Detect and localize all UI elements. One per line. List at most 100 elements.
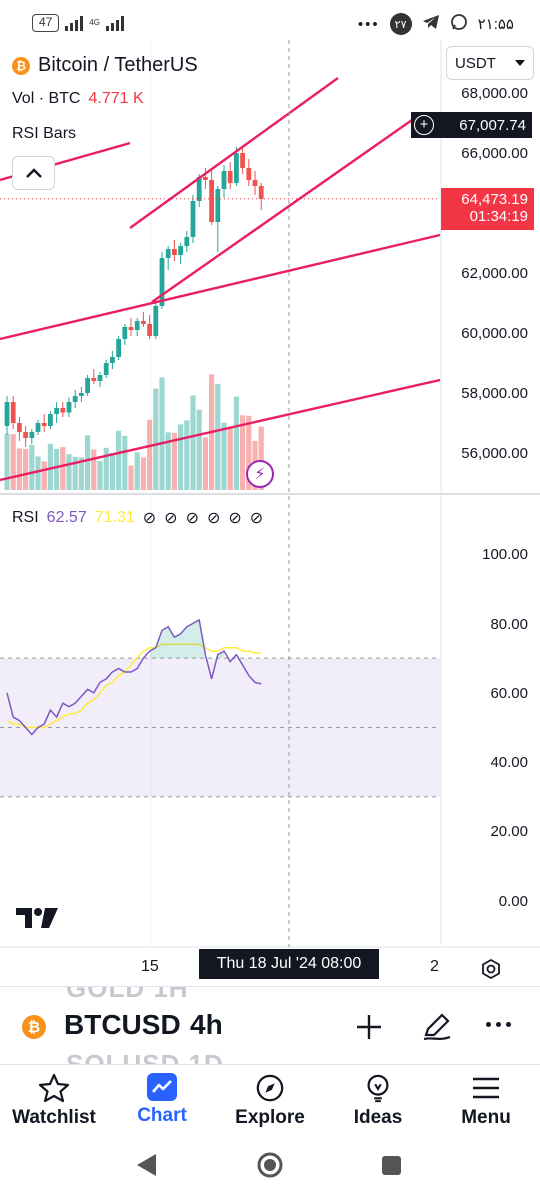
candle-body [209,180,214,222]
symbol-bar[interactable]: GOLD 1H ₿ BTCUSD 4h SOLUSD 1D [0,986,540,1064]
rsi-line [6,618,262,736]
candle-body [54,408,59,414]
rsi-scale-label: 80.00 [490,616,528,633]
candle-body [234,153,239,183]
volume-bar [109,452,115,490]
volume-bar [165,432,171,490]
candle-body [184,237,190,246]
clock-time: ۲۱:۵۵ [477,16,514,33]
add-indicator-button[interactable] [353,1011,385,1048]
volume-bar [153,388,159,490]
nav-explore[interactable]: Explore [216,1065,324,1140]
nav-ideas[interactable]: Ideas [324,1065,432,1140]
drawing-tools-button[interactable] [420,1009,454,1048]
nav-watchlist[interactable]: Watchlist [0,1065,108,1140]
price-scale-label: 62,000.00 [461,265,528,282]
chart-legend-title[interactable]: ₿ Bitcoin / TetherUS [12,54,198,77]
bitcoin-symbol-icon: ₿ [22,1015,46,1039]
volume-bar [41,461,47,490]
trendline [151,119,413,303]
collapse-legend-button[interactable] [12,156,55,190]
whatsapp-icon [450,13,468,35]
volume-bar [97,460,103,490]
chart-icon [147,1073,177,1101]
bitcoin-icon: ₿ [12,56,30,75]
candle-body [35,423,41,432]
volume-legend[interactable]: Vol · BTC 4.771 K [12,90,144,108]
volume-bar [78,457,84,490]
volume-bar [246,415,252,490]
candle-body [141,321,146,324]
rsi-scale-label: 60.00 [490,685,528,702]
volume-bar [178,424,184,490]
rsi-ma-line [6,643,262,729]
nav-chart[interactable]: Chart [108,1065,216,1140]
candle-body [258,186,264,199]
more-options-icon[interactable] [486,1022,511,1027]
volume-bar [10,434,16,490]
candle-body [190,201,196,237]
rsi-label: RSI [12,509,39,526]
volume-bar [171,432,177,490]
candle-body [178,246,183,255]
star-icon [38,1073,70,1103]
last-price-label: 64,473.19 01:34:19 [441,188,534,230]
candle-body [116,339,121,357]
candle-body [246,168,252,180]
volume-bar [35,456,41,490]
nav-menu[interactable]: Menu [432,1065,540,1140]
price-chart[interactable] [0,40,540,985]
lightning-icon[interactable]: ⚡ [246,460,274,488]
volume-bar [215,384,221,490]
candle-body [17,423,22,432]
candle-body [60,408,66,413]
tradingview-logo[interactable] [16,906,58,935]
price-scale-label: 60,000.00 [461,325,528,342]
volume-bar [60,447,66,490]
candle-body [4,402,10,426]
na-value-icon: ⊘ [228,510,242,527]
price-scale-label: 66,000.00 [461,145,528,162]
nav-label: Watchlist [12,1107,96,1128]
candle-body [10,402,16,423]
candle-body [48,414,53,426]
chevron-up-icon [25,168,42,178]
volume-value: 4.771 K [88,90,144,107]
candle-body [110,357,115,363]
volume-bar [190,395,196,490]
recents-icon [382,1156,401,1175]
symbol-name[interactable]: BTCUSD [64,1009,181,1040]
rsi-legend[interactable]: RSI 62.57 71.31 ⊘ ⊘ ⊘ ⊘ ⊘ ⊘ [12,508,263,528]
trendline [0,233,441,341]
currency-select[interactable]: USDT [446,46,534,80]
volume-bar [128,465,134,490]
rsi-overbought-fill [217,651,224,659]
candle-body [23,432,28,438]
candle-body [103,363,109,375]
chart-settings-icon[interactable] [480,958,502,985]
rsi-bars-legend[interactable]: RSI Bars [12,125,77,142]
chart-area[interactable]: ₿ Bitcoin / TetherUS Vol · BTC 4.771 K RS… [0,40,540,985]
volume-bar [134,452,140,490]
candle-body [165,249,171,258]
candle-body [240,153,245,168]
volume-bar [103,447,109,490]
candle-body [85,378,90,393]
prev-symbol-ghost: GOLD 1H [66,986,189,1003]
notification-badge: ۲۷ [389,13,412,35]
compass-icon [256,1074,284,1102]
signal-icon-2 [106,15,125,31]
na-value-icon: ⊘ [164,510,178,527]
nav-label: Menu [461,1107,511,1128]
pencil-icon [423,1013,451,1041]
candle-body [29,432,35,438]
volume-bar [233,396,239,490]
candle-body [203,177,208,180]
status-bar: 47 4G ••• ۲۷ ۲۱:۵۵ [0,0,540,46]
add-alert-plus-icon[interactable]: + [414,115,434,135]
timeframe-select[interactable]: 4h [190,1009,223,1040]
volume-bar [85,435,91,490]
bar-countdown: 01:34:19 [469,208,528,225]
candle-body [147,324,152,336]
volume-bar [72,456,78,490]
